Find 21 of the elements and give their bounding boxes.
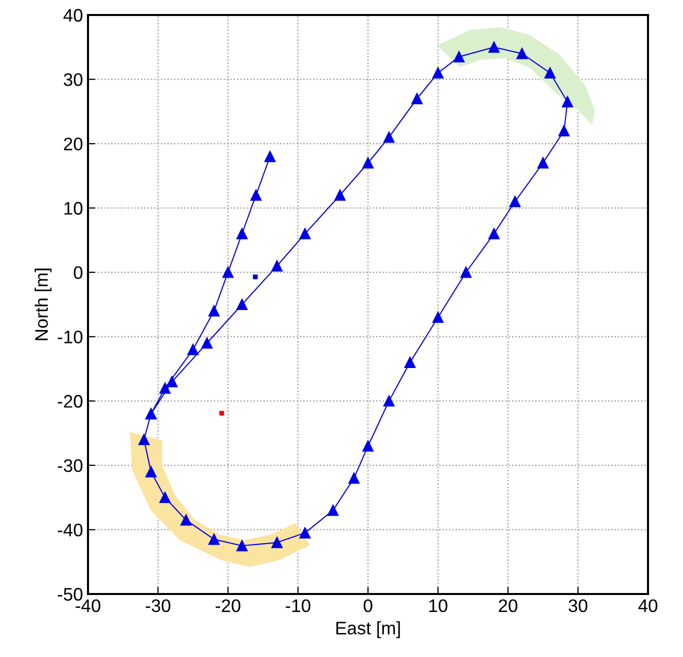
- y-tick-label: -20: [58, 394, 82, 408]
- x-axis-title: East [m]: [336, 621, 400, 638]
- x-tick-label: 0: [364, 599, 372, 612]
- y-tick-label: 30: [64, 73, 82, 86]
- y-tick-label: -10: [58, 330, 82, 344]
- y-tick-label: 40: [63, 8, 82, 22]
- y-tick-label: 0: [74, 266, 82, 280]
- x-tick-label: -40: [76, 599, 100, 612]
- y-tick-label: 20: [64, 138, 82, 150]
- x-tick-label: -10: [286, 599, 310, 612]
- y-tick-label: -30: [58, 459, 82, 472]
- x-tick-label: -20: [216, 599, 240, 612]
- y-tick-label: -40: [58, 524, 82, 536]
- x-tick-label: 40: [638, 599, 658, 612]
- y-axis-title: North [m]: [34, 268, 52, 340]
- y-tick-label: 10: [64, 202, 82, 215]
- y-tick-label: -50: [58, 588, 82, 601]
- x-tick-label: -30: [146, 599, 170, 612]
- x-tick-label: 10: [429, 599, 448, 612]
- x-tick-label: 30: [568, 599, 588, 612]
- x-tick-label: 20: [498, 599, 518, 612]
